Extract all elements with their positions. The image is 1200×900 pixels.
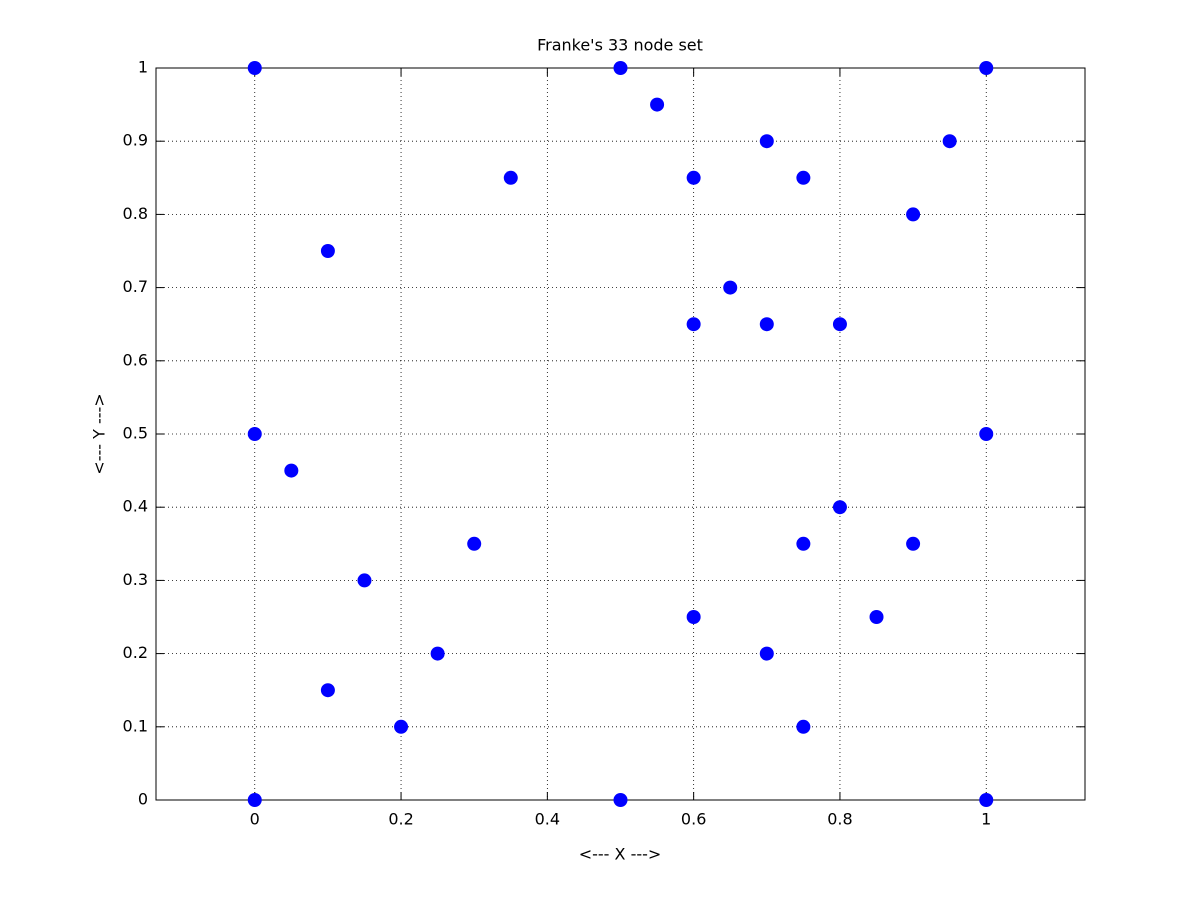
point xyxy=(869,610,884,624)
point xyxy=(942,134,957,149)
y-tick-label: 1 xyxy=(138,58,148,77)
point xyxy=(832,317,847,332)
point xyxy=(979,61,994,75)
x-tick-label: 1 xyxy=(981,810,991,829)
y-tick-label: 0.3 xyxy=(123,570,148,589)
point xyxy=(686,317,701,332)
point xyxy=(650,97,665,112)
point xyxy=(247,427,262,441)
y-tick-label: 0.4 xyxy=(123,497,148,516)
y-tick-label: 0.8 xyxy=(123,204,148,223)
point xyxy=(357,573,372,588)
y-tick-label: 0.5 xyxy=(123,424,148,443)
point xyxy=(906,536,921,551)
point xyxy=(613,61,628,75)
y-tick-label: 0 xyxy=(138,790,148,809)
point xyxy=(759,317,774,332)
point xyxy=(467,536,482,551)
x-tick-label: 0.4 xyxy=(535,810,560,829)
point xyxy=(796,536,811,551)
y-tick-label: 0.1 xyxy=(123,716,148,735)
point xyxy=(394,719,409,734)
point xyxy=(796,719,811,734)
point xyxy=(832,500,847,515)
point xyxy=(320,244,335,258)
x-tick-label: 0 xyxy=(250,810,260,829)
point xyxy=(686,170,701,185)
chart-title: Franke's 33 node set xyxy=(537,36,703,55)
x-tick-label: 0.8 xyxy=(827,810,852,829)
point xyxy=(979,793,994,807)
point xyxy=(247,61,262,75)
y-tick-label: 0.9 xyxy=(123,131,148,150)
x-axis-label: <--- X ---> xyxy=(579,845,662,864)
point xyxy=(503,170,518,185)
point xyxy=(759,134,774,149)
point xyxy=(613,793,628,807)
point xyxy=(284,463,299,478)
x-tick-label: 0.6 xyxy=(681,810,706,829)
point xyxy=(430,646,445,661)
x-tick-label: 0.2 xyxy=(388,810,413,829)
point xyxy=(796,170,811,185)
y-tick-label: 0.6 xyxy=(123,350,148,369)
point xyxy=(979,427,994,441)
point xyxy=(723,280,738,295)
point xyxy=(247,793,262,807)
y-tick-label: 0.2 xyxy=(123,643,148,662)
point xyxy=(320,683,335,698)
y-tick-label: 0.7 xyxy=(123,277,148,296)
point xyxy=(759,646,774,661)
point xyxy=(906,207,921,222)
point xyxy=(686,610,701,624)
y-axis-label: <--- Y ---> xyxy=(90,393,109,474)
